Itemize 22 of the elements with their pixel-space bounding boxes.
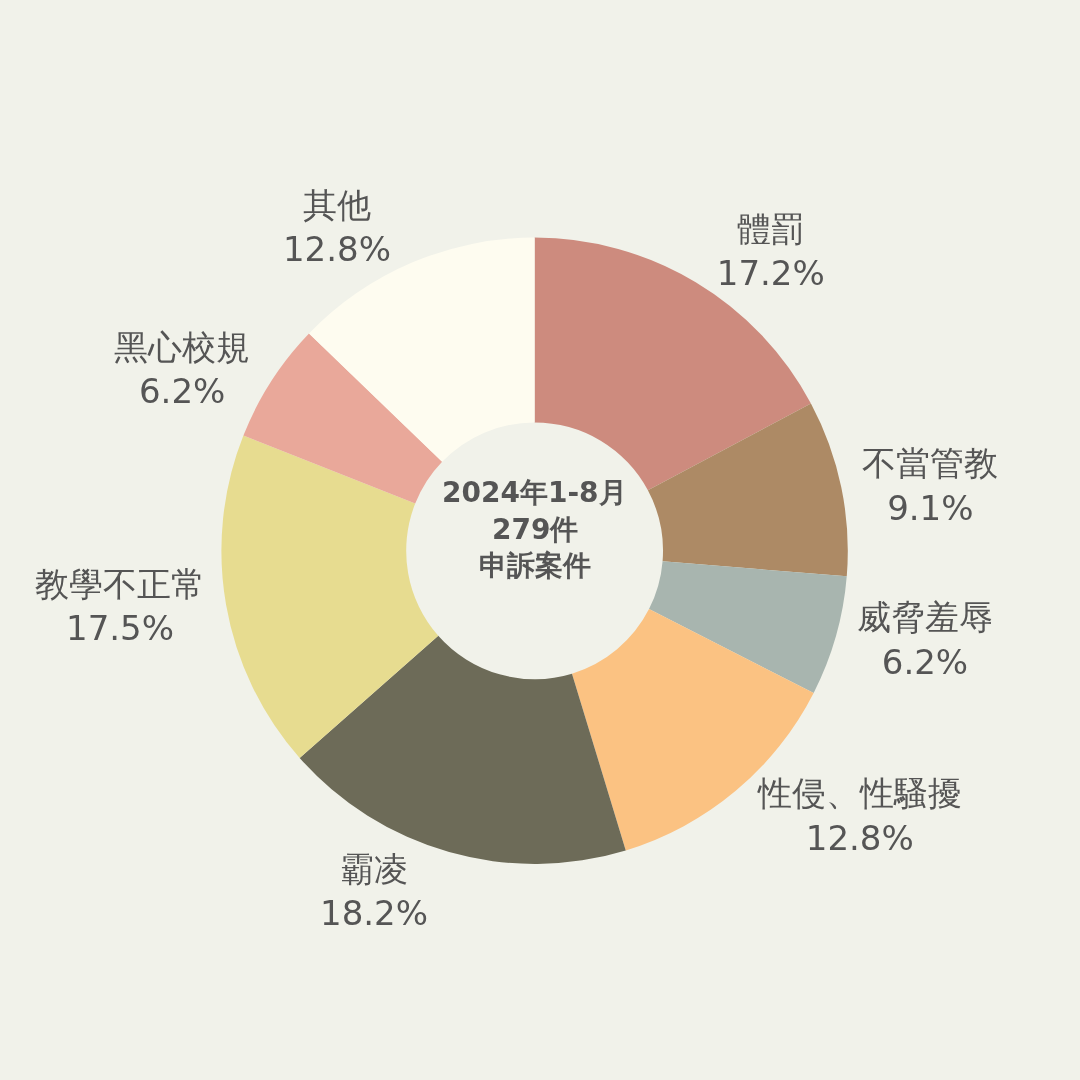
slice-label: 性侵、性騷擾 [756, 773, 962, 814]
text: 申訴案件 [479, 549, 591, 582]
text: 279件 [492, 513, 579, 546]
slice-label: 體罰 [736, 209, 805, 250]
slice-label: 教學不正常 [35, 563, 206, 604]
slice-label: 霸凌 [340, 848, 409, 889]
donut-slice [649, 561, 847, 693]
data-label: 6.2% [881, 641, 969, 682]
data-label: 6.2% [138, 371, 226, 412]
slice-label: 黑心校規 [114, 326, 251, 367]
slice-label: 其他 [302, 184, 371, 225]
text: 2024年1-8月 [442, 476, 627, 509]
slice-label: 不當管教 [862, 443, 999, 484]
data-label: 12.8% [282, 229, 391, 270]
donut-slice [221, 435, 439, 758]
data-label: 18.2% [320, 893, 429, 934]
data-label: 17.2% [716, 253, 825, 294]
data-label: 17.5% [66, 607, 175, 648]
data-label: 12.8% [805, 817, 914, 858]
data-label: 9.1% [887, 487, 974, 528]
donut-slice [647, 403, 848, 577]
slice-label: 威脅羞辱 [856, 597, 993, 638]
